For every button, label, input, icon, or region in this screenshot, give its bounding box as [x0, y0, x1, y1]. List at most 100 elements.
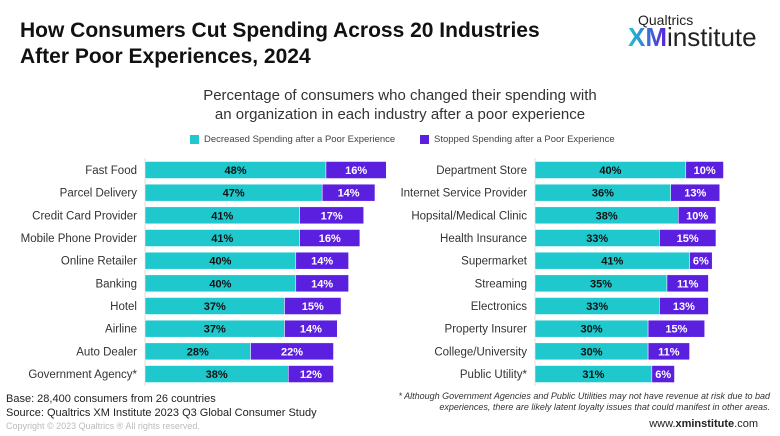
bar-stopped	[659, 297, 709, 315]
data-label-decreased: 37%	[204, 301, 226, 313]
footnote: * Although Government Agencies and Publi…	[398, 391, 770, 413]
qualtrics-xm-institute-logo: Qualtrics XMinstitute	[628, 12, 757, 53]
bar-stopped	[299, 229, 361, 247]
subtitle-line: Percentage of consumers who changed thei…	[203, 87, 597, 104]
bar-stopped	[295, 251, 349, 270]
category-label: Parcel Delivery	[60, 188, 138, 200]
logo-text: Qualtrics	[638, 12, 694, 28]
data-label-decreased: 28%	[187, 346, 209, 358]
subtitle-line: an organization in each industry after a…	[214, 106, 586, 123]
note-line: experiences, there are likely latent loy…	[439, 402, 770, 412]
bar-stopped	[321, 183, 376, 202]
logo-xm: XM	[628, 22, 667, 52]
data-label-stopped: 14%	[311, 278, 333, 290]
data-label-stopped: 17%	[321, 210, 343, 222]
logo-institute: institute	[667, 22, 757, 52]
bar-stopped	[670, 183, 720, 202]
data-label-decreased: 40%	[209, 278, 231, 290]
url-part: xminstitute	[675, 418, 735, 430]
data-label-stopped: 22%	[281, 346, 303, 358]
bar-stopped	[685, 161, 724, 179]
data-label-stopped: 13%	[673, 301, 695, 313]
website-link[interactable]: www.xminstitute.com	[649, 418, 758, 430]
data-label-decreased: 33%	[586, 301, 608, 313]
legend-swatch	[190, 135, 199, 144]
data-label-decreased: 41%	[211, 210, 233, 222]
bar-stopped	[284, 319, 338, 338]
bar-stopped	[659, 229, 717, 247]
data-label-stopped: 14%	[338, 188, 360, 200]
title-line: How Consumers Cut Spending Across 20 Ind…	[20, 19, 540, 42]
data-label-decreased: 38%	[206, 369, 228, 381]
data-label-stopped: 6%	[655, 369, 671, 381]
source-text: Source: Qualtrics XM Institute 2023 Q3 G…	[6, 407, 317, 419]
category-label: College/University	[434, 346, 527, 358]
bar-stopped	[678, 206, 717, 225]
data-label-stopped: 14%	[300, 324, 322, 336]
data-label-decreased: 31%	[582, 369, 604, 381]
bar-stopped	[288, 365, 334, 383]
url-part: .com	[734, 418, 758, 430]
bar-stopped	[647, 342, 690, 361]
data-label-decreased: 41%	[601, 256, 623, 268]
chart-title: How Consumers Cut Spending Across 20 Ind…	[20, 18, 600, 70]
data-label-stopped: 10%	[694, 165, 716, 177]
data-label-decreased: 30%	[581, 324, 603, 336]
category-label: Supermarket	[461, 256, 528, 268]
data-label-decreased: 36%	[592, 188, 614, 200]
category-label: Banking	[95, 278, 137, 290]
category-label: Hotel	[110, 301, 137, 313]
data-label-stopped: 11%	[658, 346, 680, 358]
data-label-decreased: 37%	[204, 324, 226, 336]
data-label-decreased: 40%	[209, 256, 231, 268]
bar-stopped	[325, 161, 387, 179]
category-label: Credit Card Provider	[32, 210, 137, 222]
bar-stopped	[250, 342, 334, 361]
legend-label: Stopped Spending after a Poor Experience	[434, 134, 615, 145]
category-label: Fast Food	[85, 165, 137, 177]
bar-stopped	[666, 274, 709, 293]
legend-swatch	[420, 135, 429, 144]
note-line: * Although Government Agencies and Publi…	[398, 391, 770, 401]
data-label-decreased: 41%	[211, 233, 233, 245]
copyright-text: Copyright © 2023 Qualtrics ® All rights …	[6, 421, 200, 431]
category-label: Auto Dealer	[76, 346, 137, 358]
category-label: Mobile Phone Provider	[21, 233, 138, 245]
data-label-stopped: 15%	[665, 324, 687, 336]
legend-item-decreased: Decreased Spending after a Poor Experien…	[190, 134, 395, 145]
data-label-stopped: 16%	[319, 233, 341, 245]
bar-stopped	[295, 274, 349, 293]
data-label-stopped: 13%	[684, 188, 706, 200]
chart-subtitle: Percentage of consumers who changed thei…	[150, 86, 650, 124]
category-label: Public Utility*	[460, 369, 528, 381]
data-label-stopped: 15%	[677, 233, 699, 245]
data-label-stopped: 11%	[677, 278, 699, 290]
category-label: Property Insurer	[445, 324, 528, 336]
category-label: Online Retailer	[61, 256, 137, 268]
data-label-decreased: 48%	[224, 165, 246, 177]
data-label-decreased: 47%	[223, 188, 245, 200]
bar-stopped	[299, 206, 364, 225]
bar-stopped	[284, 297, 342, 315]
base-text: Base: 28,400 consumers from 26 countries	[6, 393, 216, 405]
data-label-decreased: 40%	[599, 165, 621, 177]
category-label: Internet Service Provider	[400, 188, 527, 200]
data-label-decreased: 38%	[596, 210, 618, 222]
category-label: Streaming	[475, 278, 527, 290]
bar-stopped	[689, 251, 713, 270]
category-label: Government Agency*	[28, 369, 137, 381]
bar-stopped	[651, 365, 675, 383]
legend-label: Decreased Spending after a Poor Experien…	[204, 134, 396, 145]
data-label-stopped: 14%	[311, 256, 333, 268]
data-label-stopped: 6%	[693, 256, 709, 268]
data-label-stopped: 16%	[345, 165, 367, 177]
legend-item-stopped: Stopped Spending after a Poor Experience	[420, 134, 615, 145]
title-line: After Poor Experiences, 2024	[20, 45, 311, 68]
category-label: Airline	[105, 324, 137, 336]
data-label-decreased: 35%	[590, 278, 612, 290]
data-label-stopped: 15%	[302, 301, 324, 313]
category-label: Hopsital/Medical Clinic	[411, 210, 527, 222]
data-label-stopped: 12%	[300, 369, 322, 381]
